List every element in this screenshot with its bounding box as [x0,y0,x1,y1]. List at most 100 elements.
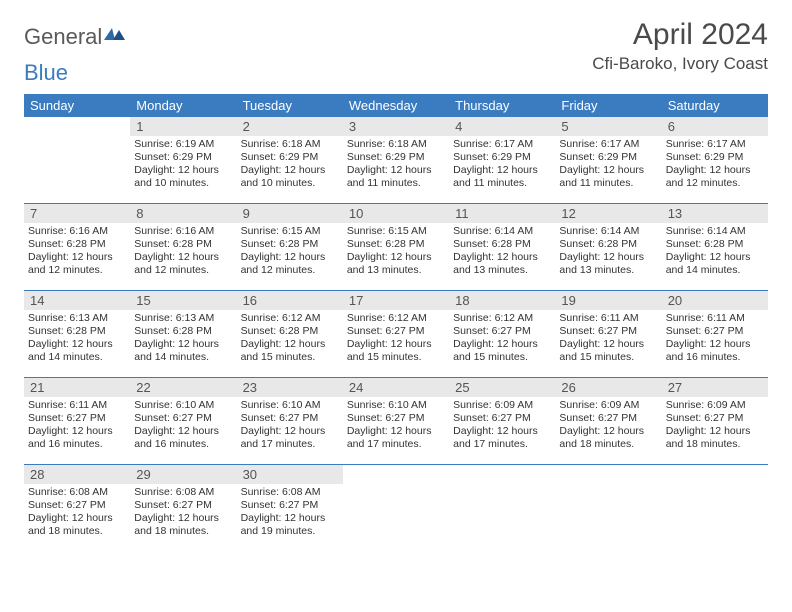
day-number: 28 [24,465,130,484]
daylight-text: Daylight: 12 hours and 16 minutes. [666,338,764,364]
sunset-text: Sunset: 6:27 PM [559,412,657,425]
sunrise-text: Sunrise: 6:10 AM [347,399,445,412]
sunset-text: Sunset: 6:29 PM [241,151,339,164]
sunset-text: Sunset: 6:27 PM [28,499,126,512]
day-body: Sunrise: 6:13 AMSunset: 6:28 PMDaylight:… [130,310,236,369]
sunset-text: Sunset: 6:27 PM [559,325,657,338]
day-number-value: 14 [30,293,44,308]
day-number-value: 6 [668,119,675,134]
day-number: 30 [237,465,343,484]
day-number-value: 30 [243,467,257,482]
day-number-value: 18 [455,293,469,308]
day-body: Sunrise: 6:15 AMSunset: 6:28 PMDaylight:… [237,223,343,282]
sunrise-text: Sunrise: 6:11 AM [666,312,764,325]
daylight-text: Daylight: 12 hours and 16 minutes. [28,425,126,451]
sunrise-text: Sunrise: 6:09 AM [453,399,551,412]
day-body: Sunrise: 6:14 AMSunset: 6:28 PMDaylight:… [449,223,555,282]
day-body: Sunrise: 6:13 AMSunset: 6:28 PMDaylight:… [24,310,130,369]
sunset-text: Sunset: 6:27 PM [347,325,445,338]
title-block: April 2024 Cfi-Baroko, Ivory Coast [592,18,768,74]
weekday-fri: Friday [555,94,661,117]
day-cell: 3Sunrise: 6:18 AMSunset: 6:29 PMDaylight… [343,117,449,203]
sunrise-text: Sunrise: 6:12 AM [241,312,339,325]
day-number: 18 [449,291,555,310]
day-number: 13 [662,204,768,223]
day-number-value: 11 [455,206,469,221]
logo-flag-icon [104,24,126,50]
day-cell: 16 Sunrise: 6:12 AMSunset: 6:28 PMDayligh… [237,291,343,377]
day-number-value: 3 [349,119,356,134]
day-number-value: 23 [243,380,257,395]
daylight-text: Daylight: 12 hours and 13 minutes. [559,251,657,277]
day-number-value: 7 [30,206,37,221]
calendar-document: General April 2024 Cfi-Baroko, Ivory Coa… [0,0,792,561]
day-body: Sunrise: 6:17 AMSunset: 6:29 PMDaylight:… [662,136,768,195]
day-number-value: 5 [561,119,568,134]
daylight-text: Daylight: 12 hours and 11 minutes. [347,164,445,190]
day-cell: . [24,117,130,203]
day-number: 10 [343,204,449,223]
sunrise-text: Sunrise: 6:14 AM [559,225,657,238]
day-cell: 28 Sunrise: 6:08 AMSunset: 6:27 PMDayligh… [24,465,130,551]
day-number: 7 [24,204,130,223]
day-cell: 21Sunrise: 6:11 AMSunset: 6:27 PMDayligh… [24,378,130,464]
day-body: Sunrise: 6:08 AMSunset: 6:27 PMDaylight:… [24,484,130,543]
sunrise-text: Sunrise: 6:16 AM [134,225,232,238]
daylight-text: Daylight: 12 hours and 15 minutes. [347,338,445,364]
sunset-text: Sunset: 6:27 PM [453,412,551,425]
sunset-text: Sunset: 6:27 PM [28,412,126,425]
day-number: 15 [130,291,236,310]
weekday-sat: Saturday [662,94,768,117]
week-row: 14 Sunrise: 6:13 AMSunset: 6:28 PMDayligh… [24,290,768,377]
day-body: Sunrise: 6:17 AMSunset: 6:29 PMDaylight:… [449,136,555,195]
logo: General [24,24,126,50]
day-body: Sunrise: 6:09 AMSunset: 6:27 PMDaylight:… [555,397,661,456]
day-number: . [24,117,130,136]
day-number-value: 26 [561,380,575,395]
day-cell: 19Sunrise: 6:11 AMSunset: 6:27 PMDayligh… [555,291,661,377]
day-body: Sunrise: 6:12 AMSunset: 6:28 PMDaylight:… [237,310,343,369]
sunrise-text: Sunrise: 6:17 AM [453,138,551,151]
day-body: Sunrise: 6:14 AMSunset: 6:28 PMDaylight:… [555,223,661,282]
day-number-value: 16 [243,293,257,308]
sunrise-text: Sunrise: 6:10 AM [241,399,339,412]
sunset-text: Sunset: 6:28 PM [241,325,339,338]
daylight-text: Daylight: 12 hours and 10 minutes. [134,164,232,190]
week-row: 21Sunrise: 6:11 AMSunset: 6:27 PMDayligh… [24,377,768,464]
day-number-value: 28 [30,467,44,482]
day-cell: 20Sunrise: 6:11 AMSunset: 6:27 PMDayligh… [662,291,768,377]
sunset-text: Sunset: 6:28 PM [28,238,126,251]
week-row: 28 Sunrise: 6:08 AMSunset: 6:27 PMDayligh… [24,464,768,551]
day-number: 17 [343,291,449,310]
sunrise-text: Sunrise: 6:17 AM [559,138,657,151]
day-body: Sunrise: 6:09 AMSunset: 6:27 PMDaylight:… [449,397,555,456]
sunset-text: Sunset: 6:29 PM [666,151,764,164]
day-number-value: 27 [668,380,682,395]
day-number: 19 [555,291,661,310]
sunset-text: Sunset: 6:28 PM [453,238,551,251]
day-number-value: 13 [668,206,682,221]
day-cell: 13Sunrise: 6:14 AMSunset: 6:28 PMDayligh… [662,204,768,290]
day-number-value: 12 [561,206,575,221]
sunset-text: Sunset: 6:29 PM [347,151,445,164]
weekday-wed: Wednesday [343,94,449,117]
daylight-text: Daylight: 12 hours and 11 minutes. [453,164,551,190]
day-number: 2 [237,117,343,136]
day-number: 16 [237,291,343,310]
daylight-text: Daylight: 12 hours and 15 minutes. [559,338,657,364]
day-cell: 11 Sunrise: 6:14 AMSunset: 6:28 PMDayligh… [449,204,555,290]
sunrise-text: Sunrise: 6:09 AM [666,399,764,412]
logo-word1: General [24,24,102,50]
daylight-text: Daylight: 12 hours and 14 minutes. [666,251,764,277]
day-number: 12 [555,204,661,223]
day-number-value: 1 [136,119,143,134]
sunset-text: Sunset: 6:28 PM [134,325,232,338]
day-cell: . [555,465,661,551]
day-number: 11 [449,204,555,223]
day-cell: 26 Sunrise: 6:09 AMSunset: 6:27 PMDayligh… [555,378,661,464]
sunrise-text: Sunrise: 6:09 AM [559,399,657,412]
sunset-text: Sunset: 6:27 PM [134,499,232,512]
month-title: April 2024 [592,18,768,52]
day-number-value: 25 [455,380,469,395]
sunset-text: Sunset: 6:27 PM [241,499,339,512]
